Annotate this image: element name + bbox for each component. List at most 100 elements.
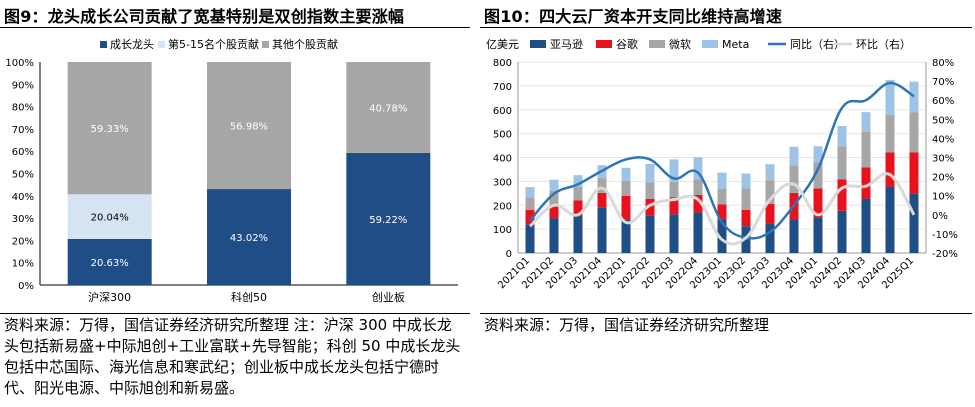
- x-category-label: 创业板: [372, 290, 405, 304]
- left-y-tick-label: 200: [493, 201, 512, 212]
- bar-segment: [549, 218, 559, 253]
- bar-segment: [909, 193, 919, 253]
- bar-segment: [885, 114, 895, 153]
- bar-segment: [573, 186, 583, 201]
- data-label: 20.63%: [91, 258, 129, 269]
- x-category-label: 沪深300: [88, 290, 131, 304]
- bar-segment: [207, 62, 291, 190]
- legend-label-1: 谷歌: [616, 37, 638, 51]
- y-tick-label: 80%: [12, 103, 34, 114]
- bar-segment: [645, 215, 655, 253]
- left-source-rule: [0, 313, 470, 314]
- legend-swatch-2: [262, 41, 269, 48]
- bar-segment: [525, 187, 535, 198]
- y-tick-label: 10%: [12, 259, 34, 270]
- bar-segment: [765, 203, 775, 224]
- left-y-tick-label: 400: [493, 154, 512, 165]
- y-tick-label: 70%: [12, 125, 34, 136]
- bar-segment: [645, 163, 655, 183]
- bar-segment: [549, 190, 559, 206]
- bar-segment: [717, 204, 727, 220]
- bar-segment: [813, 162, 823, 189]
- bar-segment: [597, 178, 607, 193]
- bar-segment: [837, 125, 847, 147]
- right-y-tick-label: 40%: [932, 134, 954, 145]
- legend-label-0: 亚马逊: [550, 38, 583, 51]
- bar-segment: [669, 181, 679, 198]
- bar-segment: [885, 79, 895, 115]
- bar-segment: [693, 157, 703, 180]
- data-label: 40.78%: [369, 103, 407, 114]
- bar-segment: [909, 81, 919, 113]
- left-y-tick-label: 0: [506, 249, 512, 260]
- left-stacked-bar-chart: 成长龙头 第5-15名个股贡献 其他个股贡献 0% 10% 20% 30% 40% 50% 60%…: [5, 37, 458, 304]
- bar-segment: [346, 62, 431, 153]
- bar-segment: [765, 180, 775, 204]
- bar-segment: [525, 197, 535, 211]
- bar-segment: [909, 152, 919, 194]
- legend-swatch-1: [596, 40, 612, 48]
- right-y-tick-label: 70%: [932, 77, 954, 88]
- left-figure-panel: 图9：龙头成长公司贡献了宽基特别是双创指数主要涨幅 成长龙头 第5-15名个股贡献…: [0, 0, 470, 407]
- legend-swatch-2: [649, 40, 665, 48]
- right-source-rule: [480, 313, 972, 314]
- bar-segment: [573, 200, 583, 216]
- bar-segment: [549, 205, 559, 219]
- bar-segment: [693, 179, 703, 195]
- bar-segment: [765, 223, 775, 253]
- bar-segment: [885, 152, 895, 187]
- y-tick-label: 0%: [18, 281, 34, 292]
- right-y-tick-label: 0%: [932, 211, 948, 222]
- bar-segment: [861, 167, 871, 199]
- bar-segment: [861, 198, 871, 253]
- legend-label-2: 其他个股贡献: [272, 37, 338, 51]
- y-tick-label: 90%: [12, 80, 34, 91]
- right-capex-chart: 亿美元 亚马逊 谷歌 微软 Meta 同比（右） 环比（右） 0 100 200 300 400 500…: [486, 37, 958, 291]
- bar-segment: [717, 172, 727, 190]
- left-y-tick-label: 500: [493, 130, 512, 141]
- bar-segment: [573, 175, 583, 187]
- right-figure-title: 图10：四大云厂资本开支同比维持高增速: [484, 7, 783, 26]
- bar-segment: [789, 219, 799, 253]
- y-tick-label: 20%: [12, 236, 34, 247]
- x-category-label: 科创50: [231, 290, 267, 304]
- y-tick-label: 50%: [12, 170, 34, 181]
- bar-segment: [909, 112, 919, 153]
- bar-segment: [621, 167, 631, 181]
- bar-segment: [741, 173, 751, 189]
- left-source-note: 资料来源：万得，国信证券经济研究所整理 注：沪深 300 中成长龙头包括新易盛+…: [4, 316, 461, 397]
- y-tick-label: 30%: [12, 214, 34, 225]
- bar-segment: [621, 219, 631, 253]
- bar-segment: [693, 194, 703, 213]
- legend-label-1: 第5-15名个股贡献: [168, 37, 259, 51]
- y-tick-label: 40%: [12, 192, 34, 203]
- left-figure-title: 图9：龙头成长公司贡献了宽基特别是双创指数主要涨幅: [4, 7, 405, 26]
- bar-segment: [837, 210, 847, 253]
- bar-segment: [837, 146, 847, 180]
- legend-swatch-0: [530, 40, 546, 48]
- right-source-note: 资料来源：万得，国信证券经济研究所整理: [484, 316, 770, 334]
- bar-segment: [693, 212, 703, 253]
- bar-segment: [885, 186, 895, 253]
- bar-segment: [717, 189, 727, 205]
- right-y-tick-label: 80%: [932, 58, 954, 69]
- bar-segment: [525, 224, 535, 253]
- line-series-yoy: [529, 81, 915, 240]
- bar-segment: [573, 215, 583, 253]
- right-y-tick-label: -20%: [932, 249, 958, 260]
- bar-segment: [549, 179, 559, 191]
- left-axis-unit: 亿美元: [486, 38, 519, 51]
- legend-label-5: 环比（右）: [856, 37, 911, 51]
- data-label: 43.02%: [230, 233, 268, 244]
- legend-swatch-1: [158, 41, 165, 48]
- right-y-tick-label: 50%: [932, 115, 954, 126]
- bar-segment: [669, 214, 679, 253]
- left-y-tick-label: 800: [493, 58, 512, 69]
- right-figure-panel: 图10：四大云厂资本开支同比维持高增速 亿美元 亚马逊 谷歌 微软 Meta 同比（右） 环…: [480, 0, 975, 407]
- left-title-rule: [0, 27, 470, 28]
- bar-segment: [621, 195, 631, 220]
- bar-segment: [346, 152, 431, 285]
- data-label: 59.33%: [91, 124, 129, 135]
- y-tick-label: 100%: [5, 58, 34, 69]
- left-y-tick-label: 300: [493, 177, 512, 188]
